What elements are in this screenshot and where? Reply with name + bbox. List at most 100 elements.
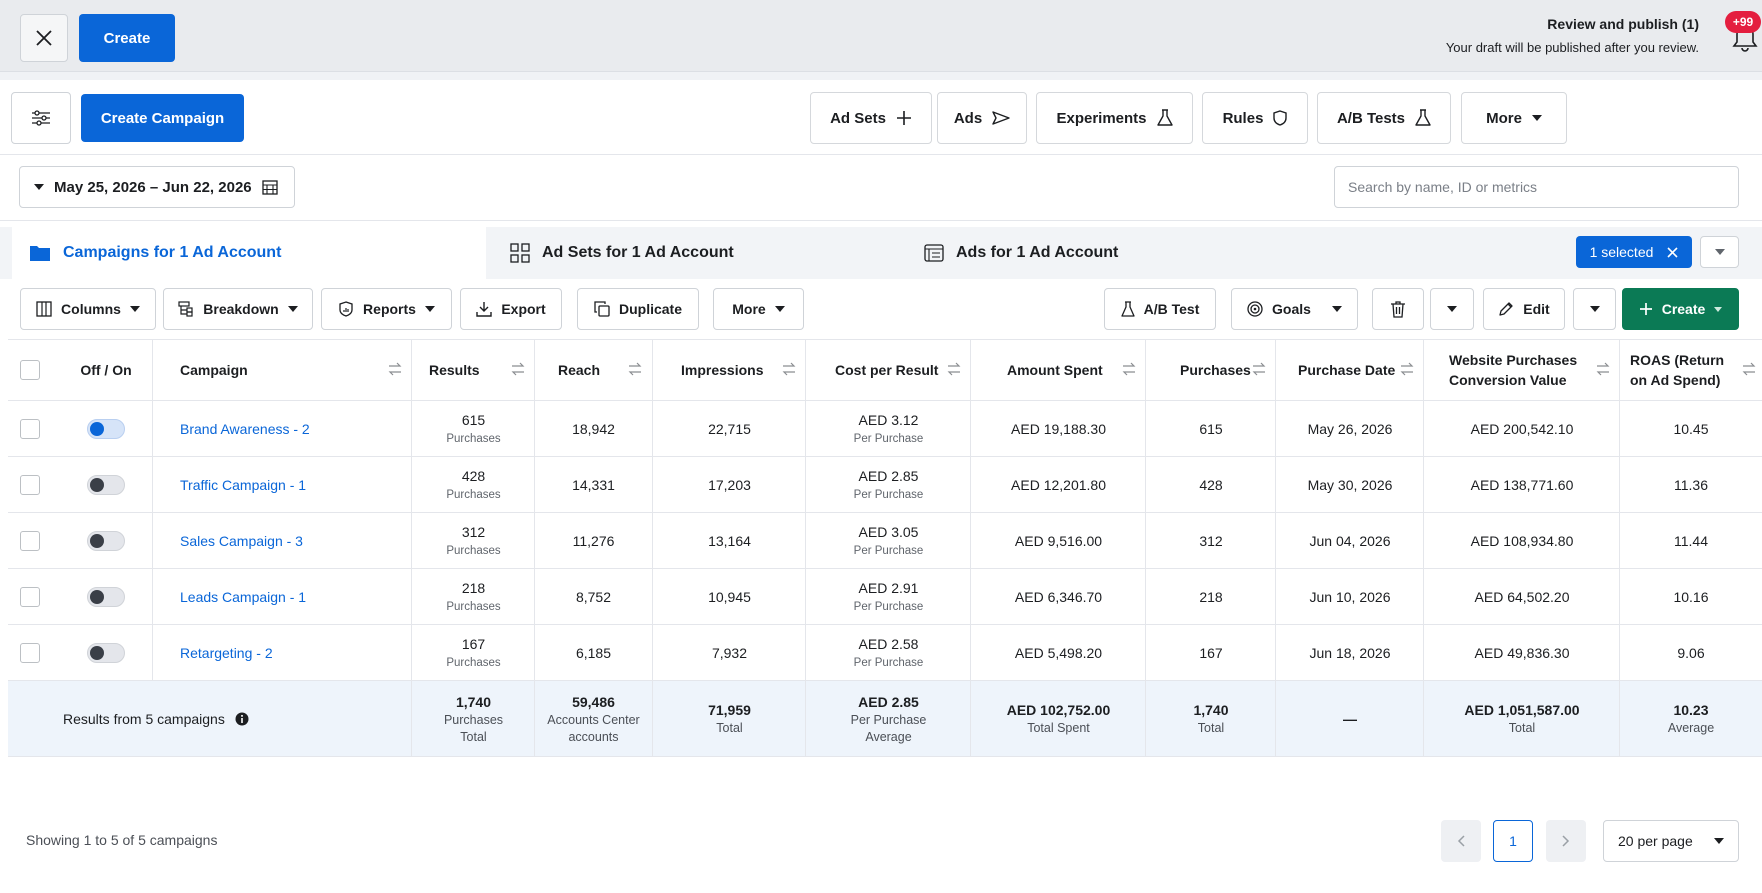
campaign-name-link[interactable]: Traffic Campaign - 1 — [180, 476, 307, 493]
campaign-toggle[interactable] — [87, 530, 125, 551]
roas-cell: 10.45 — [1619, 401, 1762, 456]
campaign-cell: Sales Campaign - 3 — [152, 513, 412, 568]
table-row[interactable]: Leads Campaign - 1 218 Purchases 8,752 10,94… — [8, 569, 1762, 625]
more-toolbar-button[interactable]: More — [1461, 92, 1567, 144]
reports-button[interactable]: Reports — [321, 288, 452, 330]
create-campaign-button[interactable]: Create Campaign — [81, 94, 244, 142]
review-publish[interactable]: Review and publish (1) Your draft will b… — [1446, 16, 1699, 55]
summary-cpr-cell: AED 2.85 Per Purchase Average — [805, 681, 971, 756]
sort-icon[interactable] — [782, 362, 796, 376]
row-select-cell — [8, 569, 52, 624]
table-row[interactable]: Brand Awareness - 2 615 Purchases 18,942 22,… — [8, 401, 1762, 457]
header-amount-spent[interactable]: Amount Spent — [970, 340, 1146, 400]
columns-button[interactable]: Columns — [20, 288, 156, 330]
summary-wpcv-cell: AED 1,051,587.00 Total — [1423, 681, 1620, 756]
breakdown-button[interactable]: Breakdown — [163, 288, 313, 330]
row-checkbox[interactable] — [20, 418, 40, 439]
page-number-button[interactable]: 1 — [1493, 820, 1533, 862]
tab-ads[interactable]: Ads for 1 Ad Account — [924, 227, 1224, 279]
sort-icon[interactable] — [1252, 362, 1266, 376]
campaign-name-link[interactable]: Leads Campaign - 1 — [180, 588, 307, 605]
sort-icon[interactable] — [947, 362, 961, 376]
ad-sets-button[interactable]: Ad Sets — [810, 92, 932, 144]
header-website-purchases-value[interactable]: Website Purchases Conversion Value — [1423, 340, 1620, 400]
ab-tests-button[interactable]: A/B Tests — [1317, 92, 1451, 144]
export-button[interactable]: Export — [460, 288, 562, 330]
close-icon[interactable] — [1667, 246, 1678, 258]
next-page-button[interactable] — [1546, 820, 1586, 862]
table-row[interactable]: Traffic Campaign - 1 428 Purchases 14,331 17… — [8, 457, 1762, 513]
search-input[interactable] — [1334, 166, 1739, 208]
campaign-name-link[interactable]: Sales Campaign - 3 — [180, 532, 303, 549]
select-all-checkbox[interactable] — [20, 360, 40, 380]
row-select-cell — [8, 625, 52, 680]
wpcv-cell: AED 200,542.10 — [1423, 401, 1620, 456]
close-button[interactable] — [20, 14, 68, 62]
delete-button[interactable] — [1372, 288, 1424, 330]
sort-icon[interactable] — [1596, 362, 1610, 376]
campaign-toggle[interactable] — [87, 418, 125, 439]
summary-purchases-cell: 1,740 Total — [1145, 681, 1276, 756]
select-all-cell — [8, 340, 52, 400]
date-range-picker[interactable]: May 25, 2026 – Jun 22, 2026 — [19, 166, 295, 208]
campaign-toggle[interactable] — [87, 474, 125, 495]
date-value: May 26, 2026 — [1307, 420, 1393, 437]
sort-icon[interactable] — [388, 362, 402, 376]
selection-dropdown[interactable] — [1700, 236, 1739, 268]
sort-icon[interactable] — [628, 362, 642, 376]
table-row[interactable]: Sales Campaign - 3 312 Purchases 11,276 13,1… — [8, 513, 1762, 569]
create-action-button[interactable]: Create — [1622, 288, 1739, 330]
rules-button[interactable]: Rules — [1202, 92, 1308, 144]
header-purchase-date[interactable]: Purchase Date — [1275, 340, 1424, 400]
header-cost-per-result[interactable]: Cost per Result — [805, 340, 971, 400]
campaign-toggle[interactable] — [87, 586, 125, 607]
experiments-button[interactable]: Experiments — [1036, 92, 1193, 144]
summary-cpr-value: AED 2.85 — [858, 693, 919, 710]
edit-dropdown[interactable] — [1573, 288, 1616, 330]
sort-icon[interactable] — [1122, 362, 1136, 376]
row-checkbox[interactable] — [20, 530, 40, 551]
delete-dropdown[interactable] — [1430, 288, 1474, 330]
experiments-label: Experiments — [1056, 109, 1147, 127]
header-reach[interactable]: Reach — [534, 340, 652, 400]
selection-pill[interactable]: 1 selected — [1576, 236, 1692, 268]
edit-button[interactable]: Edit — [1483, 288, 1565, 330]
ads-button[interactable]: Ads — [937, 92, 1027, 144]
ab-test-button[interactable]: A/B Test — [1104, 288, 1216, 330]
prev-page-button[interactable] — [1441, 820, 1481, 862]
header-campaign[interactable]: Campaign — [152, 340, 412, 400]
purchases-cell: 218 — [1145, 569, 1276, 624]
header-impressions[interactable]: Impressions — [652, 340, 806, 400]
row-checkbox[interactable] — [20, 642, 40, 663]
row-checkbox[interactable] — [20, 586, 40, 607]
filter-settings-button[interactable] — [11, 92, 71, 144]
chevron-left-icon — [1457, 835, 1465, 847]
calendar-icon — [261, 180, 278, 195]
review-title: Review and publish (1) — [1547, 16, 1699, 32]
results-value: 615 — [461, 412, 486, 428]
wpcv-cell: AED 138,771.60 — [1423, 457, 1620, 512]
table-row[interactable]: Retargeting - 2 167 Purchases 6,185 7,932 AED… — [8, 625, 1762, 681]
per-page-select[interactable]: 20 per page — [1603, 820, 1739, 862]
campaign-name-link[interactable]: Brand Awareness - 2 — [180, 420, 310, 437]
reach-cell: 18,942 — [534, 401, 652, 456]
tab-ad-sets[interactable]: Ad Sets for 1 Ad Account — [510, 227, 810, 279]
tab-campaigns[interactable]: Campaigns for 1 Ad Account — [12, 227, 486, 279]
duplicate-button[interactable]: Duplicate — [577, 288, 699, 330]
more-actions-button[interactable]: More — [713, 288, 804, 330]
row-checkbox[interactable] — [20, 474, 40, 495]
header-purchases[interactable]: Purchases — [1145, 340, 1276, 400]
header-roas[interactable]: ROAS (Return on Ad Spend) — [1619, 340, 1762, 400]
sort-icon[interactable] — [1742, 362, 1756, 376]
goals-button[interactable]: Goals — [1231, 288, 1358, 330]
info-icon[interactable] — [235, 712, 249, 726]
campaign-toggle[interactable] — [87, 642, 125, 663]
header-results[interactable]: Results — [411, 340, 535, 400]
campaign-name-link[interactable]: Retargeting - 2 — [180, 644, 273, 661]
sort-icon[interactable] — [511, 362, 525, 376]
sort-icon[interactable] — [1400, 362, 1414, 376]
create-button[interactable]: Create — [79, 14, 175, 62]
results-value: 167 — [461, 636, 486, 652]
campaign-cell: Brand Awareness - 2 — [152, 401, 412, 456]
review-subtitle: Your draft will be published after you r… — [1445, 40, 1699, 55]
